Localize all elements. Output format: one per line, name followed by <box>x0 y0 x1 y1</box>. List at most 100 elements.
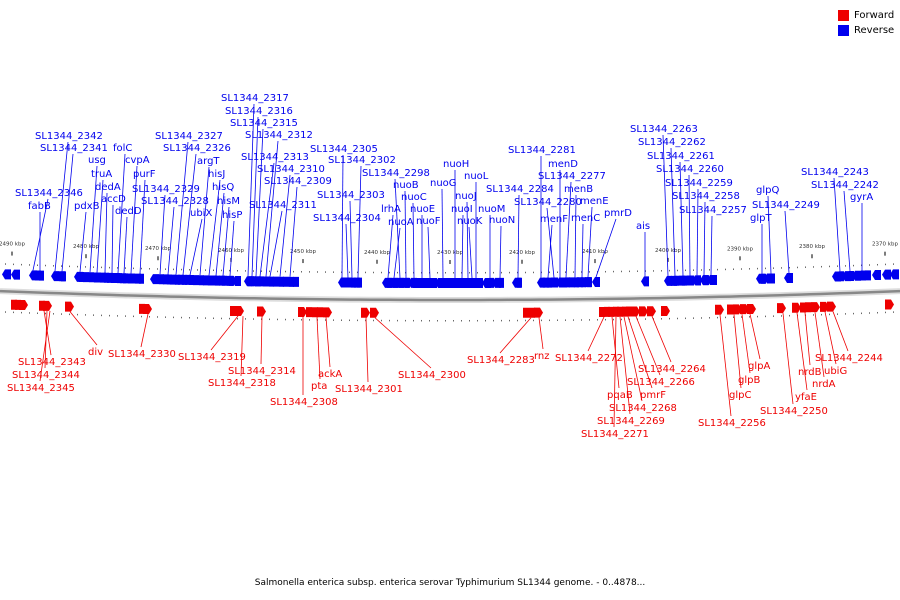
minor-tick <box>485 319 486 322</box>
minor-tick <box>261 270 262 272</box>
minor-tick <box>637 270 638 272</box>
minor-tick <box>397 319 398 322</box>
minor-tick <box>125 315 126 317</box>
reverse-leader-line <box>269 210 283 277</box>
minor-tick <box>469 319 470 322</box>
reverse-gene-arrow <box>842 271 851 282</box>
minor-tick <box>469 271 470 274</box>
reverse-gene-arrow <box>684 275 693 286</box>
reverse-leader-line <box>387 214 394 278</box>
minor-tick <box>133 315 134 318</box>
legend-forward-swatch <box>838 10 849 21</box>
reverse-gene-label: SL1344_2328 <box>141 196 209 207</box>
reverse-leader-line <box>688 174 691 276</box>
minor-tick <box>285 318 286 321</box>
minor-tick <box>13 263 14 266</box>
minor-tick <box>781 267 782 269</box>
minor-tick <box>621 318 622 321</box>
minor-tick <box>277 318 278 321</box>
forward-leader-line <box>741 314 751 374</box>
reverse-gene-arrow <box>216 275 225 286</box>
minor-tick <box>541 319 542 322</box>
minor-tick <box>269 270 270 273</box>
reverse-leader-line <box>468 226 473 279</box>
reverse-leader-line <box>349 200 353 278</box>
forward-leader-line <box>316 317 321 380</box>
reverse-gene-label: SL1344_2257 <box>679 205 747 216</box>
reverse-gene-label: ubiX <box>190 208 212 219</box>
minor-tick <box>413 319 414 322</box>
forward-leader-line <box>619 316 631 415</box>
reverse-leader-line <box>670 147 676 276</box>
reverse-gene-label: nuoN <box>489 215 515 226</box>
minor-tick <box>805 266 806 268</box>
forward-gene-label: SL1344_2330 <box>108 349 176 360</box>
forward-leader-line <box>814 312 825 378</box>
forward-leader-line <box>824 311 837 365</box>
reverse-leader-line <box>587 206 593 278</box>
reverse-gene-arrow <box>125 273 134 284</box>
reverse-gene-arrow <box>117 273 126 284</box>
reverse-gene-label: SL1344_2277 <box>538 171 606 182</box>
forward-gene-label: ackA <box>318 369 342 380</box>
minor-tick <box>93 314 94 316</box>
reverse-gene-arrow <box>558 277 567 288</box>
reverse-leader-line <box>247 103 255 277</box>
forward-gene-label: SL1344_2318 <box>208 378 276 389</box>
minor-tick <box>789 266 790 269</box>
minor-tick <box>885 311 886 314</box>
reverse-gene-arrow <box>97 272 106 283</box>
reverse-gene-label: SL1344_2326 <box>163 143 231 154</box>
reverse-gene-label: usg <box>88 155 106 166</box>
reverse-leader-line <box>696 188 699 276</box>
reverse-gene-arrow <box>882 269 891 280</box>
reverse-gene-arrow <box>456 277 465 288</box>
minor-tick <box>461 271 462 274</box>
minor-tick <box>237 270 238 272</box>
reverse-leader-line <box>357 165 362 278</box>
reverse-leader-line <box>32 198 49 271</box>
minor-tick <box>853 264 854 267</box>
gene-layer <box>2 269 899 318</box>
reverse-gene-arrow <box>51 271 59 282</box>
reverse-gene-arrow <box>208 275 217 286</box>
minor-tick <box>741 268 742 270</box>
minor-tick <box>613 318 614 321</box>
reverse-gene-label: SL1344_2262 <box>638 137 706 148</box>
reverse-leader-line <box>393 227 401 278</box>
forward-gene-arrow <box>740 304 749 315</box>
gene-labels: SL1344_2346 fabB SL1344_2342SL1344_2341pdx… <box>7 93 883 440</box>
minor-tick <box>701 269 702 271</box>
reverse-gene-arrow <box>11 269 20 280</box>
minor-tick <box>509 271 510 274</box>
reverse-gene-label: nuoA <box>388 217 414 228</box>
minor-tick <box>333 319 334 321</box>
reverse-leader-line <box>89 165 98 273</box>
reverse-gene-label: glpT <box>750 213 772 224</box>
reverse-leader-line <box>229 220 235 276</box>
reverse-gene-label: SL1344_2315 <box>230 118 298 129</box>
minor-tick <box>565 319 566 321</box>
reverse-gene-label: purF <box>133 169 156 180</box>
scale-label: 2460 kbp <box>218 248 244 254</box>
minor-tick <box>349 271 350 274</box>
reverse-gene-arrow <box>862 270 871 281</box>
minor-tick <box>885 263 886 266</box>
minor-tick <box>861 312 862 315</box>
reverse-leader-line <box>574 194 577 278</box>
reverse-gene-arrow <box>462 277 471 288</box>
reverse-gene-arrow <box>574 277 583 288</box>
reverse-leader-line <box>289 186 298 277</box>
minor-tick <box>373 271 374 274</box>
forward-gene-label: rnz <box>534 351 550 362</box>
scale-label: 2440 kbp <box>364 250 390 256</box>
scale-label: 2450 kbp <box>290 249 316 255</box>
reverse-gene-label: SL1344_2342 <box>35 131 103 142</box>
reverse-gene-label: SL1344_2261 <box>647 151 715 162</box>
reverse-leader-line <box>130 165 138 274</box>
forward-gene-label: SL1344_2269 <box>597 416 665 427</box>
minor-tick <box>533 319 534 322</box>
reverse-gene-arrow <box>540 277 549 288</box>
reverse-gene-arrow <box>341 277 350 288</box>
minor-tick <box>517 271 518 274</box>
